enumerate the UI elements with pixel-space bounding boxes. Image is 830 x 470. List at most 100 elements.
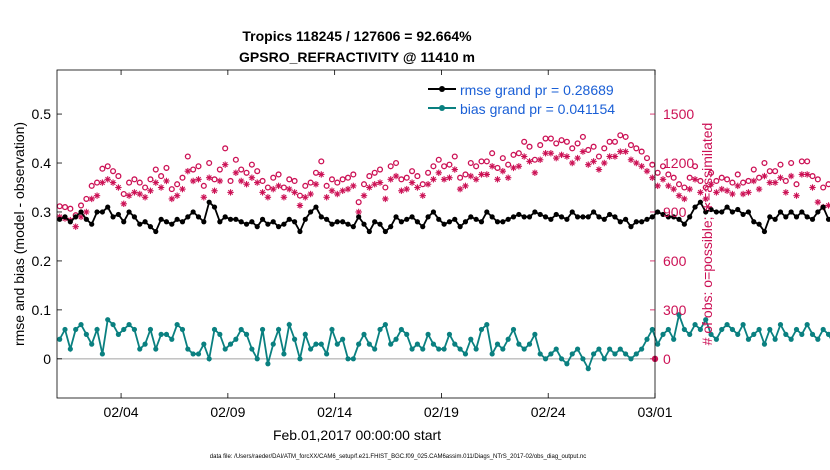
rmse-series-point — [62, 214, 68, 220]
bias-series-point — [713, 336, 720, 342]
bias-series-point — [174, 321, 180, 328]
rmse-series-point — [57, 216, 63, 222]
x-axis-label: Feb.01,2017 00:00:00 start — [273, 427, 441, 443]
rmse-series-point — [751, 219, 757, 225]
bias-series-point — [345, 356, 351, 362]
bias-series-point — [89, 341, 95, 347]
obs-assimilated-point — [665, 182, 672, 190]
obs-possible-point — [259, 177, 266, 185]
obs-assimilated-point — [590, 158, 597, 165]
obs-possible-point — [88, 182, 95, 189]
y-right-tick-label: 0 — [663, 351, 671, 367]
bias-series-point — [761, 341, 768, 347]
obs-assimilated-point — [446, 174, 453, 181]
bias-series-point — [809, 331, 816, 337]
obs-possible-point — [590, 143, 597, 150]
obs-possible-point — [339, 176, 346, 183]
bias-series-point — [692, 321, 698, 328]
bias-series-point — [62, 326, 68, 333]
rmse-series-point — [414, 219, 421, 225]
obs-possible-point — [275, 171, 282, 178]
obs-assimilated-point — [376, 179, 384, 186]
obs-possible-point — [56, 203, 63, 210]
obs-assimilated-point — [339, 187, 346, 194]
rmse-series-point — [788, 209, 794, 215]
bias-series-point — [516, 341, 522, 347]
obs-possible-point — [382, 184, 389, 191]
obs-assimilated-point — [617, 148, 624, 155]
obs-assimilated-point — [184, 167, 192, 175]
obs-assimilated-point — [531, 169, 539, 177]
obs-assimilated-point — [638, 163, 645, 170]
obs-possible-point — [462, 171, 469, 178]
obs-assimilated-point — [723, 187, 731, 194]
rmse-series-point — [655, 209, 661, 215]
obs-possible-point — [756, 174, 763, 181]
bias-series-point — [441, 346, 447, 352]
rmse-series-point — [430, 209, 437, 215]
obs-possible-point — [296, 192, 303, 199]
rmse-series-point — [105, 204, 111, 210]
bias-series-point — [131, 326, 138, 333]
rmse-series-point — [340, 219, 346, 225]
x-tick-label: 02/04 — [104, 404, 139, 420]
obs-assimilated-point — [713, 189, 720, 196]
obs-assimilated-point — [798, 171, 806, 178]
obs-possible-point — [435, 156, 442, 163]
obs-possible-point — [419, 181, 426, 188]
bias-series-point — [393, 336, 399, 342]
rmse-series-point — [211, 204, 218, 210]
obs-assimilated-point — [382, 195, 389, 203]
rmse-series-point — [163, 219, 170, 225]
rmse-series-point — [542, 214, 549, 220]
obs-assimilated-point — [649, 174, 656, 181]
axes: 02/04 02/09 02/14 02/19 02/24 03/01 0 0.1 0.2 0.3… — [32, 70, 694, 420]
obs-possible-point — [77, 202, 85, 209]
obs-possible-point — [633, 145, 640, 152]
obs-assimilated-point — [504, 174, 512, 181]
obs-possible-point — [174, 181, 181, 188]
obs-possible-point — [142, 184, 149, 191]
rmse-series-point — [628, 224, 634, 230]
obs-assimilated-point — [745, 189, 752, 196]
rmse-series-point — [393, 214, 399, 220]
bias-series-point — [217, 331, 223, 337]
obs-assimilated-point — [120, 200, 127, 208]
bias-series-point — [222, 346, 228, 352]
rmse-series-point — [489, 214, 495, 220]
bias-series-point — [783, 331, 789, 337]
rmse-series-point — [505, 216, 511, 222]
obs-possible-point — [478, 158, 485, 165]
rmse-series-point — [94, 209, 100, 215]
rmse-series-point — [286, 216, 292, 222]
obs-possible-point — [617, 132, 624, 139]
bias-series-point — [334, 341, 340, 347]
obs-possible-point — [686, 174, 693, 181]
obs-assimilated-point — [104, 176, 111, 183]
rmse-series-point — [553, 211, 559, 218]
y-left-tick-label: 0.5 — [32, 106, 52, 122]
bias-series-point — [126, 321, 132, 328]
rmse-series-point — [126, 209, 132, 215]
rmse-series-point — [809, 216, 816, 222]
rmse-series-point — [324, 216, 330, 222]
rmse-series-point — [259, 216, 266, 222]
obs-possible-point — [131, 176, 138, 183]
obs-assimilated-point — [478, 171, 485, 178]
rmse-series-point — [548, 216, 554, 222]
rmse-series-point — [350, 224, 356, 230]
obs-assimilated-point — [280, 194, 288, 201]
obs-assimilated-point — [216, 177, 224, 185]
rmse-series-point — [217, 219, 223, 225]
obs-possible-point — [126, 179, 133, 186]
bias-series-point — [409, 346, 415, 352]
bias-series-point — [233, 336, 239, 342]
bias-series-point — [820, 326, 826, 333]
rmse-series-point — [617, 219, 623, 225]
rmse-series-point — [687, 214, 693, 220]
rmse-series-point — [99, 209, 105, 215]
obs-assimilated-point — [456, 185, 464, 193]
obs-assimilated-point — [387, 176, 394, 183]
obs-possible-point — [270, 174, 277, 181]
bias-series-point — [462, 351, 469, 357]
